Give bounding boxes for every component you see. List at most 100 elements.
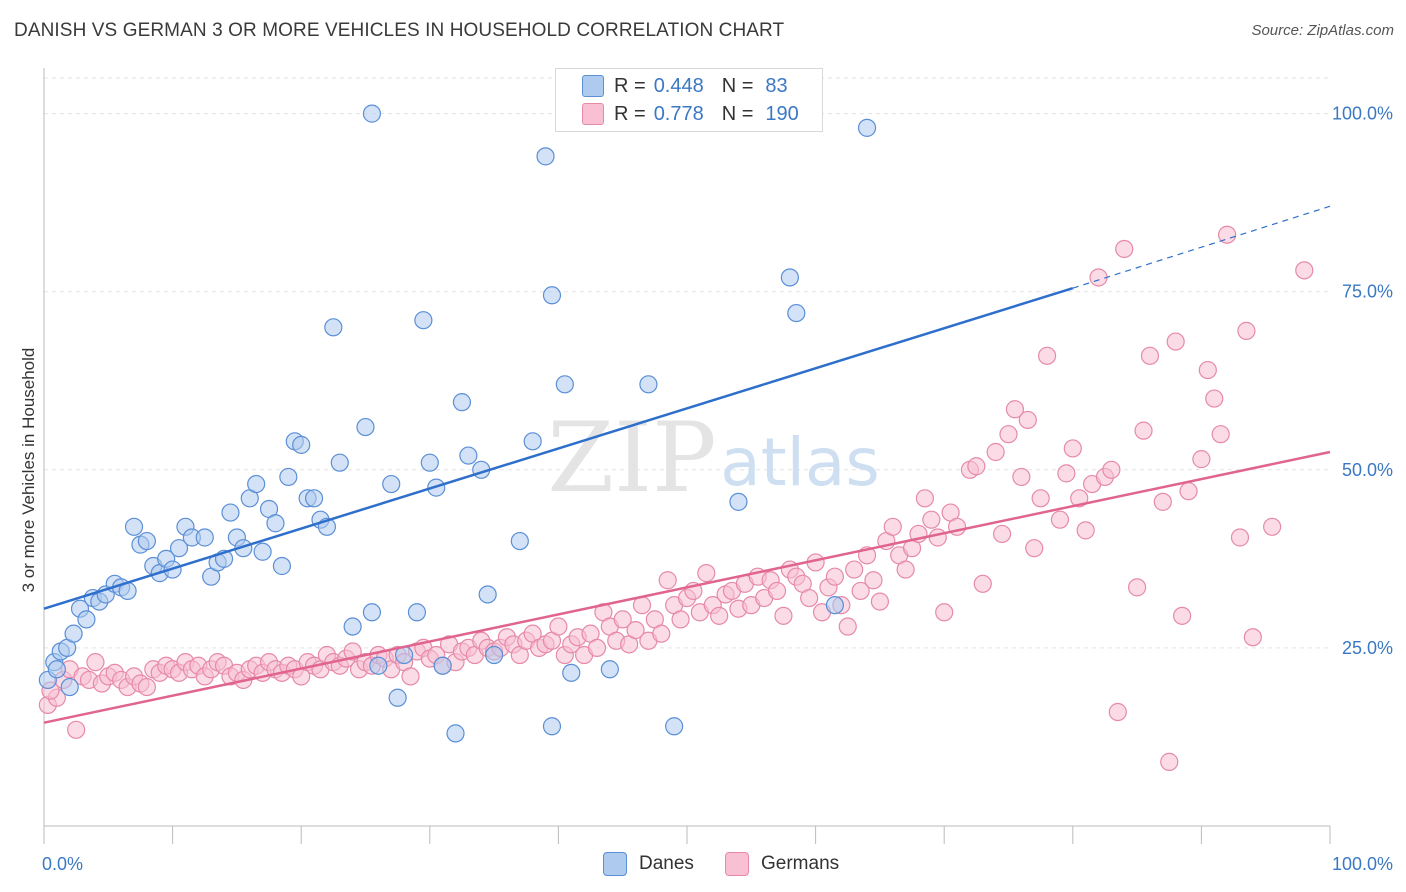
- germans-point: [838, 617, 857, 636]
- germans-point: [825, 567, 844, 586]
- danes-point: [47, 660, 66, 679]
- germans-point: [1063, 439, 1082, 458]
- danes-point: [478, 585, 497, 604]
- germans-point: [999, 425, 1018, 444]
- legend-row-danes: R = 0.448 N = 83: [582, 72, 788, 100]
- danes-point: [523, 432, 542, 451]
- danes-point: [60, 677, 79, 697]
- danes-point: [169, 539, 189, 558]
- danes-point: [382, 474, 401, 494]
- danes-point: [600, 660, 619, 679]
- r-label: R =: [614, 102, 646, 125]
- germans-point: [864, 571, 883, 590]
- germans-point: [1134, 421, 1153, 440]
- legend-item-germans[interactable]: Germans: [725, 852, 839, 876]
- n-label: N =: [721, 74, 754, 97]
- danes-point: [266, 514, 285, 533]
- stats-legend: R = 0.448 N = 83 R = 0.778 N = 190: [555, 68, 823, 132]
- germans-point: [851, 581, 870, 601]
- danes-point: [279, 467, 298, 487]
- danes-trend-extension: [1072, 205, 1331, 289]
- danes-point: [459, 446, 478, 465]
- germans-point: [671, 610, 690, 629]
- germans-point: [1070, 489, 1089, 508]
- y-tick-label: 100.0%: [1332, 104, 1393, 124]
- legend-row-germans: R = 0.778 N = 190: [582, 100, 799, 128]
- germans-point: [915, 489, 935, 508]
- danes-point: [195, 528, 214, 547]
- danes-point: [446, 724, 465, 743]
- germans-point: [1037, 346, 1057, 365]
- germans-point: [86, 653, 105, 672]
- danes-point: [510, 531, 529, 551]
- germans-point: [922, 510, 941, 529]
- danes-point: [825, 596, 844, 615]
- germans-swatch: [582, 103, 604, 125]
- germans-point: [1173, 606, 1192, 625]
- r-label: R =: [614, 74, 646, 97]
- danes-point: [542, 286, 562, 305]
- germans-point: [1057, 464, 1076, 483]
- germans-point: [1218, 225, 1237, 244]
- grid-lines: [44, 77, 1330, 649]
- legend-item-danes[interactable]: Danes: [603, 852, 694, 876]
- germans-point: [1295, 261, 1314, 280]
- r-value: 0.448: [653, 74, 704, 97]
- danes-point: [729, 492, 748, 511]
- danes-swatch: [582, 75, 604, 97]
- danes-point: [247, 474, 266, 494]
- watermark-zip: ZIP: [547, 402, 716, 514]
- danes-point: [414, 311, 433, 330]
- danes-point: [433, 656, 452, 675]
- germans-point: [1076, 521, 1095, 540]
- germans-point: [652, 624, 671, 643]
- danes-points: [38, 104, 877, 743]
- germans-point: [967, 457, 986, 476]
- germans-point: [587, 638, 607, 658]
- germans-point: [1166, 332, 1185, 351]
- germans-point: [1031, 489, 1050, 508]
- germans-point: [1108, 702, 1127, 722]
- danes-point: [124, 517, 144, 536]
- danes-point: [324, 318, 343, 337]
- germans-point: [1115, 239, 1134, 259]
- germans-point: [1237, 321, 1256, 340]
- danes-point: [253, 542, 272, 561]
- danes-point: [452, 393, 472, 412]
- danes-point: [555, 375, 574, 394]
- germans-trend-line: [43, 450, 1331, 724]
- germans-legend-swatch: [725, 852, 749, 876]
- germans-point: [401, 667, 420, 686]
- danes-point: [137, 531, 156, 551]
- danes-point: [780, 268, 799, 287]
- n-value: 190: [765, 102, 799, 125]
- germans-point: [1243, 628, 1262, 647]
- danes-point: [407, 603, 427, 622]
- y-axis-label: 3 or more Vehicles in Household: [19, 348, 38, 593]
- germans-point: [67, 720, 86, 739]
- danes-point: [857, 118, 877, 137]
- germans-point: [1005, 400, 1025, 419]
- germans-point: [1127, 578, 1147, 597]
- germans-point: [697, 564, 716, 583]
- germans-point: [1050, 510, 1070, 529]
- y-tick-label: 25.0%: [1342, 638, 1393, 658]
- danes-point: [536, 147, 555, 166]
- germans-point: [626, 620, 645, 640]
- n-label: N =: [721, 102, 754, 125]
- x-tick-label: 100.0%: [1332, 854, 1393, 874]
- danes-point: [665, 717, 684, 736]
- germans-point: [1102, 460, 1121, 479]
- germans-point: [1160, 752, 1179, 771]
- germans-point: [1211, 425, 1230, 444]
- germans-point: [1230, 528, 1250, 547]
- danes-point: [272, 556, 292, 576]
- germans-point: [767, 581, 787, 601]
- germans-points: [38, 225, 1314, 771]
- danes-legend-label: Danes: [639, 853, 694, 874]
- danes-point: [304, 489, 324, 508]
- r-value: 0.778: [653, 102, 704, 125]
- germans-point: [935, 603, 954, 622]
- germans-point: [1263, 517, 1282, 536]
